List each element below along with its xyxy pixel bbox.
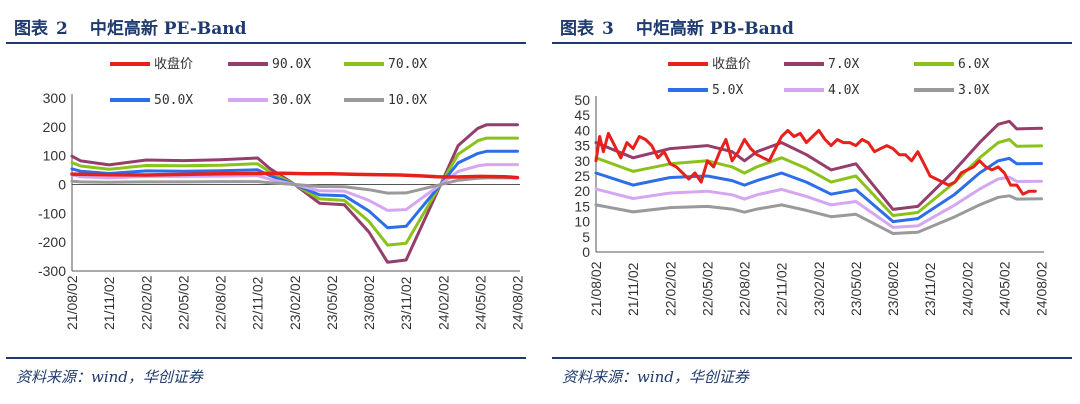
x-tick-label: 24/08/02 (1034, 261, 1050, 316)
pb-band-panel: 图表 3 中炬高新 PB-Band 0 5 10 15 20 25 30 35 40 45 50 21/0… (552, 0, 1080, 404)
series-line-70.0X (70, 136, 519, 247)
x-tick-label: 21/08/02 (588, 261, 604, 316)
chart-title-name: 中炬高新 PE-Band (89, 19, 247, 39)
x-tick-label: 21/08/02 (64, 275, 80, 330)
x-tick-label: 22/08/02 (213, 275, 229, 330)
title-divider (552, 42, 1072, 44)
legend-label: 10.0X (388, 93, 427, 108)
x-tick-label: 24/05/02 (472, 275, 488, 330)
x-tick-label: 23/05/02 (848, 261, 864, 316)
chart-title-prefix: 图表 (14, 19, 48, 39)
legend-label: 收盘价 (154, 56, 193, 72)
legend-label: 30.0X (272, 93, 311, 108)
chart-title-number: 2 (56, 19, 68, 39)
y-tick-label: 10 (574, 214, 590, 230)
y-tick-label: 40 (574, 122, 590, 138)
series-line-7.0X (594, 119, 1043, 211)
y-tick-label: 15 (574, 198, 590, 214)
x-tick-label: 22/05/02 (175, 275, 191, 330)
chart-title-pb-band: 图表 3 中炬高新 PB-Band (560, 14, 794, 39)
legend-label: 50.0X (154, 93, 193, 108)
chart-title-name: 中炬高新 PB-Band (635, 19, 794, 39)
legend-label: 6.0X (958, 57, 989, 72)
series-line-4.0X (594, 175, 1043, 229)
x-tick-label: 22/11/02 (250, 276, 266, 330)
source-note: 资料来源：wind，华创证券 (16, 368, 203, 386)
legend-label: 5.0X (712, 83, 743, 98)
source-note: 资料来源：wind，华创证券 (562, 368, 749, 386)
y-tick-label: 45 (574, 107, 590, 123)
series-line-50.0X (70, 149, 519, 230)
y-tick-label: 5 (582, 229, 590, 245)
x-tick-label: 23/11/02 (398, 276, 414, 330)
legend-label: 收盘价 (712, 56, 751, 72)
x-tick-label: 23/02/02 (811, 261, 827, 316)
y-tick-label: 100 (43, 148, 67, 164)
x-tick-label: 23/08/02 (885, 261, 901, 316)
chart-title-number: 3 (602, 19, 614, 39)
series-line-10.0X (70, 176, 519, 195)
y-tick-label: 0 (58, 177, 66, 193)
legend-label: 3.0X (958, 83, 989, 98)
x-tick-label: 22/02/02 (138, 275, 154, 330)
x-tick-label: 21/11/02 (101, 276, 117, 330)
y-tick-label: 300 (43, 90, 67, 106)
y-tick-label: 25 (574, 168, 590, 184)
source-divider (552, 357, 1072, 359)
pe-band-panel: 图表 2 中炬高新 PE-Band -300 -200 -100 0 100 200 300 21… (6, 0, 534, 404)
x-tick-label: 24/02/02 (435, 275, 451, 330)
x-tick-label: 22/08/02 (737, 261, 753, 316)
x-tick-label: 23/02/02 (287, 275, 303, 330)
y-tick-label: 200 (43, 119, 67, 135)
legend-label: 90.0X (272, 57, 311, 72)
series-line-90.0X (70, 123, 519, 264)
x-tick-label: 24/08/02 (510, 275, 526, 330)
y-tick-label: 20 (574, 183, 590, 199)
source-divider (6, 357, 526, 359)
x-tick-label: 22/05/02 (699, 261, 715, 316)
x-tick-label: 21/11/02 (625, 262, 641, 316)
legend-label: 7.0X (828, 57, 859, 72)
y-tick-label: 50 (574, 92, 590, 108)
legend-label: 70.0X (388, 57, 427, 72)
y-tick-label: 0 (582, 244, 590, 260)
series-line-收盘价 (594, 128, 1037, 196)
y-tick-label: 35 (574, 138, 590, 154)
y-tick-label: -200 (38, 234, 66, 250)
series-line-5.0X (594, 156, 1043, 224)
pe-band-chart: -300 -200 -100 0 100 200 300 21/08/02 21/11/02 22… (38, 56, 526, 330)
x-tick-label: 24/02/02 (959, 261, 975, 316)
series-line-收盘价 (70, 171, 520, 180)
x-tick-label: 23/08/02 (361, 275, 377, 330)
x-tick-label: 24/05/02 (996, 261, 1012, 316)
title-divider (6, 42, 526, 44)
y-tick-label: -300 (38, 263, 66, 279)
series-line-3.0X (594, 194, 1043, 235)
y-tick-label: -100 (38, 205, 66, 221)
x-tick-label: 22/02/02 (662, 261, 678, 316)
x-tick-label: 22/11/02 (774, 262, 790, 316)
x-tick-label: 23/05/02 (324, 275, 340, 330)
legend-label: 4.0X (828, 83, 859, 98)
x-tick-label: 23/11/02 (922, 262, 938, 316)
chart-title-prefix: 图表 (560, 19, 594, 39)
y-tick-label: 30 (574, 153, 590, 169)
chart-title-pe-band: 图表 2 中炬高新 PE-Band (14, 14, 247, 39)
